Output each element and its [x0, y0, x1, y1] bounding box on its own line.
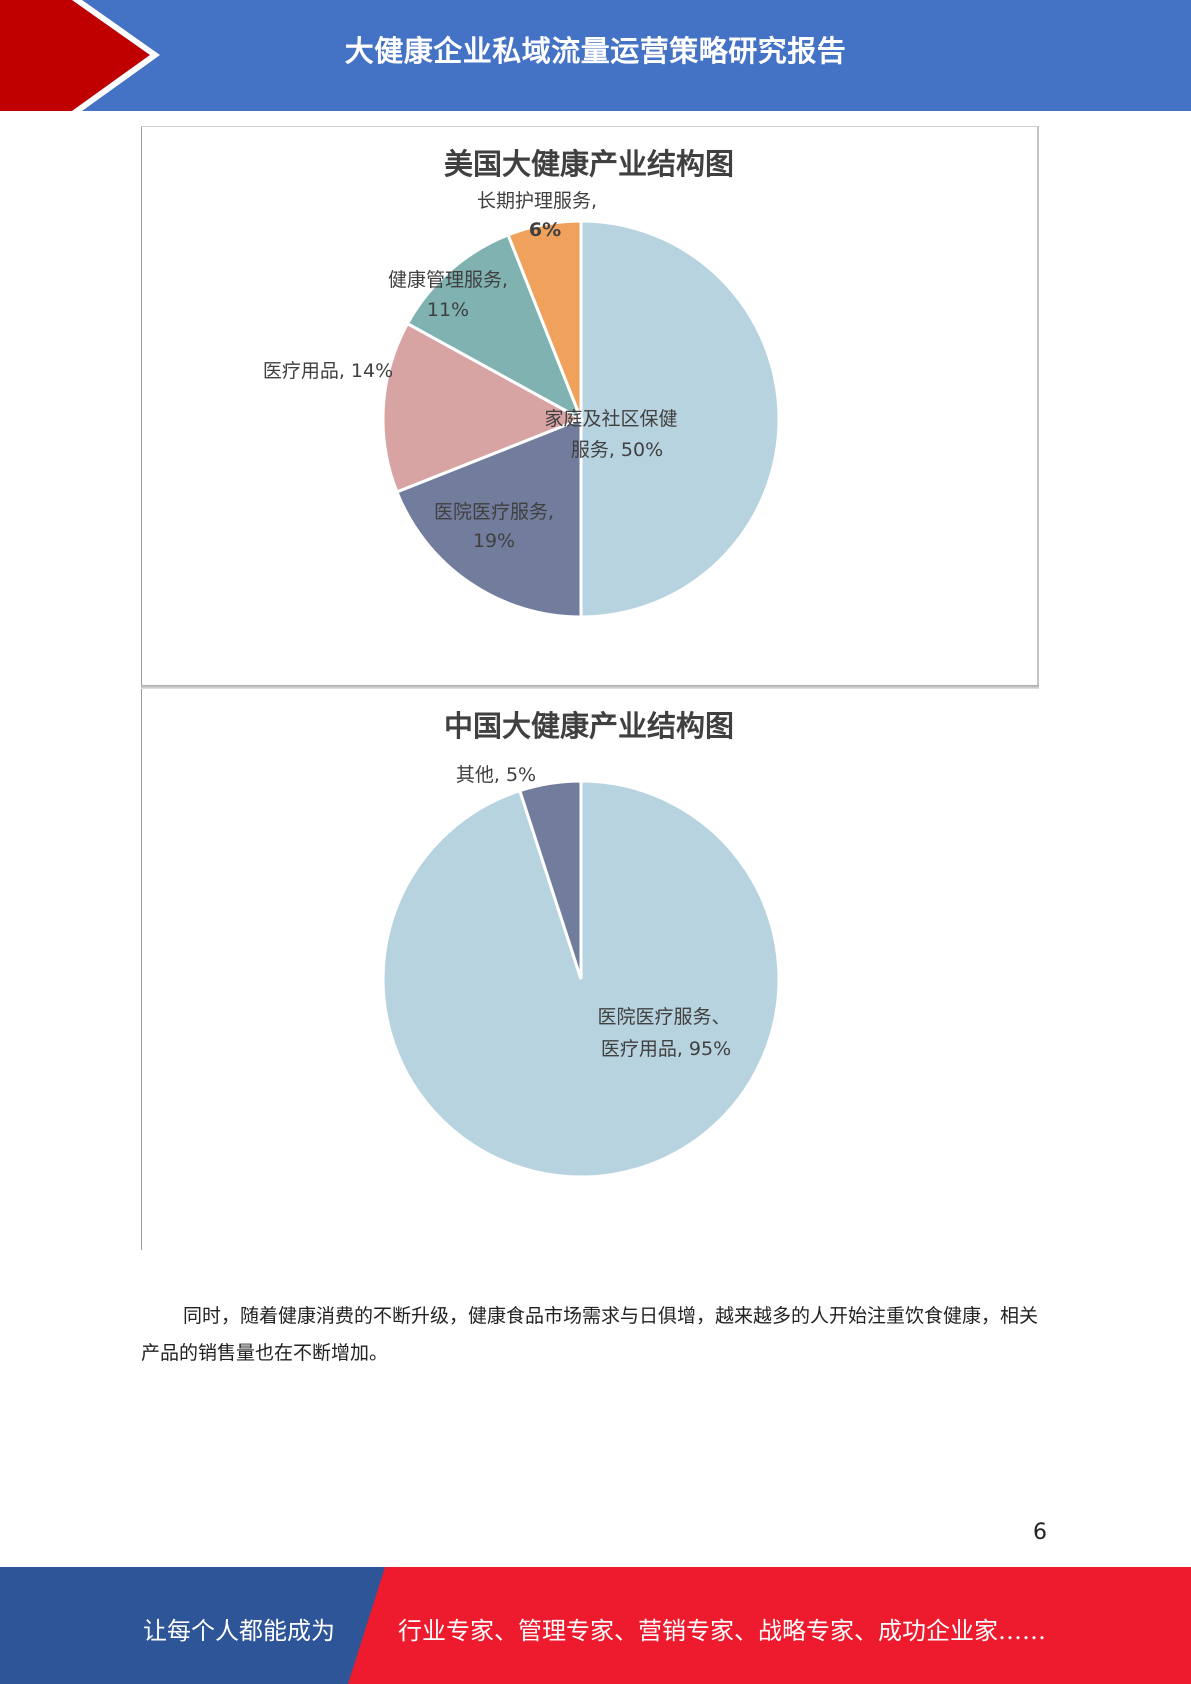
us-pie-slice-2	[381, 321, 585, 494]
report-title: 大健康企业私域流量运营策略研究报告	[344, 34, 847, 68]
footer-slogan-right: 行业专家、管理专家、营销专家、战略专家、成功企业家……	[398, 1617, 1046, 1645]
page-header: 大健康企业私域流量运营策略研究报告	[0, 0, 1191, 111]
footer-blue-block	[0, 1567, 385, 1684]
us-label-hospital-line2: 19%	[473, 530, 515, 552]
us-label-mgmt-line2: 11%	[427, 299, 469, 321]
footer-slogan-left: 让每个人都能成为	[143, 1617, 335, 1645]
us-label-home-line2: 服务, 50%	[571, 439, 663, 461]
us-pie-slice-3	[405, 232, 584, 423]
us-label-supplies: 医疗用品, 14%	[263, 360, 393, 382]
us-label-longterm-line2: 6%	[529, 219, 561, 241]
us-chart-title: 美国大健康产业结构图	[444, 147, 734, 181]
chart-divider	[141, 685, 1039, 689]
cn-label-main-line1: 医院医疗服务、	[597, 1006, 730, 1028]
page-number: 6	[1033, 1520, 1047, 1545]
industry-structure-figure: 美国大健康产业结构图 家庭及社区保健 服务, 50% 医院医疗服务, 19% 医…	[141, 126, 1039, 1250]
header-arrow-decoration	[0, 0, 160, 111]
us-chart-panel: 美国大健康产业结构图 家庭及社区保健 服务, 50% 医院医疗服务, 19% 医…	[141, 126, 1039, 686]
cn-chart-title: 中国大健康产业结构图	[444, 709, 734, 743]
us-pie-slice-1	[394, 416, 583, 619]
cn-label-other: 其他, 5%	[456, 764, 536, 786]
us-label-hospital-line1: 医院医疗服务,	[434, 501, 554, 523]
cn-chart-panel: 中国大健康产业结构图 医院医疗服务、 医疗用品, 95% 其他, 5%	[141, 689, 1039, 1250]
figure-border	[1037, 126, 1039, 686]
body-paragraph: 同时，随着健康消费的不断升级，健康食品市场需求与日俱增，越来越多的人开始注重饮食…	[141, 1305, 1039, 1364]
figure-border	[141, 126, 1039, 127]
us-label-mgmt-line1: 健康管理服务,	[388, 269, 508, 291]
us-pie-slice-0	[579, 219, 781, 619]
us-label-home-line1: 家庭及社区保健	[544, 408, 677, 430]
page-footer: 让每个人都能成为 行业专家、管理专家、营销专家、战略专家、成功企业家……	[0, 1567, 1191, 1684]
us-label-longterm-line1: 长期护理服务,	[477, 190, 597, 212]
header-arrow-red	[0, 0, 150, 111]
us-pie-slices	[381, 219, 781, 619]
us-pie-chart: 美国大健康产业结构图 家庭及社区保健 服务, 50% 医院医疗服务, 19% 医…	[263, 147, 781, 619]
cn-label-main-line2: 医疗用品, 95%	[601, 1038, 731, 1060]
footer-blue-shape	[0, 1567, 385, 1684]
cn-pie-slices	[381, 779, 781, 1179]
us-pie-slice-4	[506, 219, 583, 420]
cn-pie-chart: 中国大健康产业结构图 医院医疗服务、 医疗用品, 95% 其他, 5%	[381, 709, 781, 1179]
cn-pie-slice-1	[517, 779, 583, 980]
